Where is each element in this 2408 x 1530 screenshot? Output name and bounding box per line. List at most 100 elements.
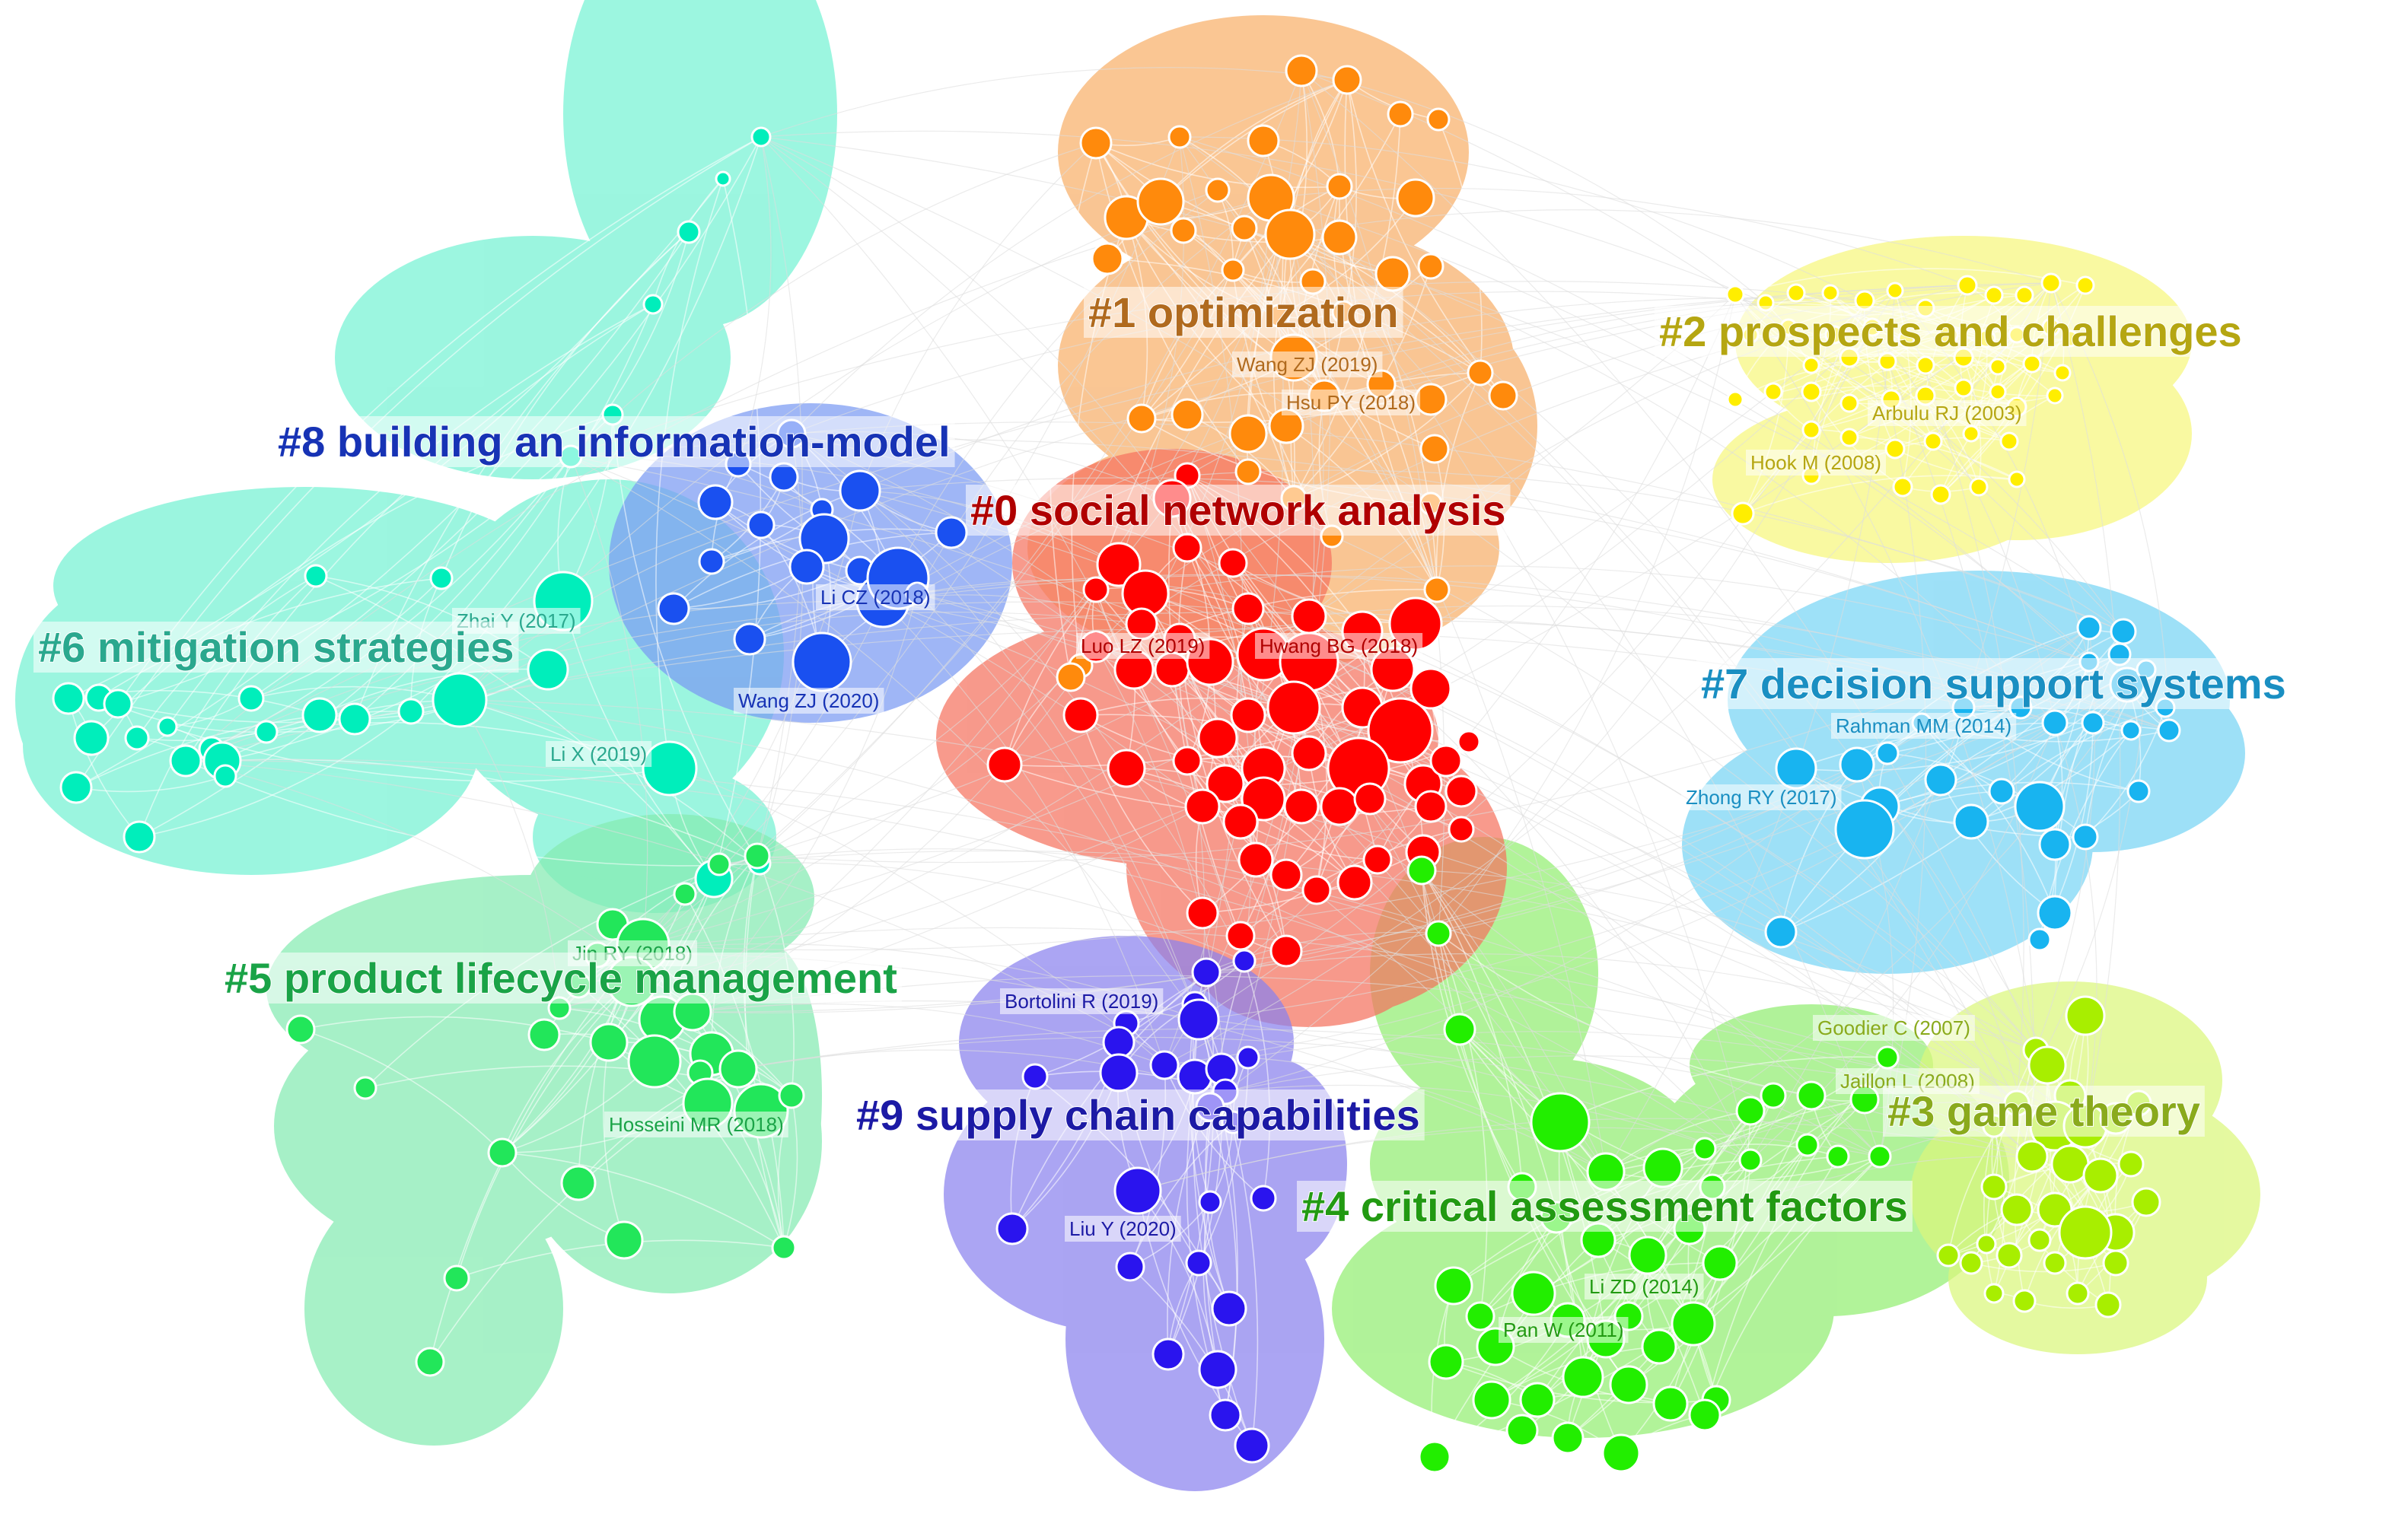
reference-node-c6[interactable] <box>59 771 93 804</box>
reference-node-c1[interactable] <box>1285 54 1318 87</box>
reference-node-c4[interactable] <box>1702 1245 1738 1281</box>
reference-node-c1[interactable] <box>1170 217 1197 244</box>
reference-node-c4[interactable] <box>1551 1421 1585 1455</box>
reference-node-c0[interactable] <box>986 746 1023 783</box>
reference-node-c5[interactable] <box>627 1034 682 1089</box>
reference-node-c3[interactable] <box>2058 1205 2113 1260</box>
reference-node-c1[interactable] <box>1205 177 1231 203</box>
reference-node-c6[interactable] <box>304 564 328 588</box>
reference-node-c2[interactable] <box>1726 390 1744 409</box>
reference-node-c1[interactable] <box>1423 576 1451 603</box>
reference-node-c2[interactable] <box>2015 285 2034 305</box>
reference-node-c4[interactable] <box>1868 1144 1892 1169</box>
reference-node-c2[interactable] <box>2022 354 2042 374</box>
reference-node-c4[interactable] <box>1875 1045 1900 1070</box>
reference-node-c2[interactable] <box>1969 477 1989 497</box>
reference-node-c3[interactable] <box>1996 1242 2023 1269</box>
reference-node-c6[interactable] <box>169 744 202 778</box>
reference-node-c4[interactable] <box>1434 1266 1473 1306</box>
reference-node-c5[interactable] <box>718 1049 758 1089</box>
reference-node-c9[interactable] <box>1211 1290 1247 1327</box>
reference-node-c0[interactable] <box>1062 697 1099 733</box>
reference-node-c2[interactable] <box>1892 476 1913 498</box>
reference-node-c0[interactable] <box>1301 875 1332 905</box>
reference-node-c0[interactable] <box>1082 576 1110 603</box>
reference-node-c9[interactable] <box>1149 1050 1180 1080</box>
reference-node-c7[interactable] <box>2041 709 2069 736</box>
reference-node-c0[interactable] <box>1218 548 1248 578</box>
reference-node-c1[interactable] <box>1247 124 1280 157</box>
reference-node-c8[interactable] <box>698 548 725 575</box>
reference-node-c8[interactable] <box>935 516 968 549</box>
reference-node-c1[interactable] <box>1264 208 1316 260</box>
reference-node-c3[interactable] <box>2066 1281 2090 1306</box>
reference-node-c4[interactable] <box>1652 1385 1689 1422</box>
reference-node-c6[interactable] <box>715 170 731 187</box>
reference-node-c6[interactable] <box>642 740 698 797</box>
reference-node-c5[interactable] <box>353 1076 377 1100</box>
reference-node-c9[interactable] <box>1250 1185 1277 1212</box>
reference-node-c1[interactable] <box>1221 258 1245 282</box>
reference-node-c7[interactable] <box>2110 618 2137 645</box>
reference-node-c7[interactable] <box>1834 799 1895 860</box>
reference-node-c2[interactable] <box>1884 438 1906 460</box>
reference-node-c4[interactable] <box>1443 1013 1476 1046</box>
reference-node-c4[interactable] <box>1795 1133 1820 1157</box>
reference-node-c4[interactable] <box>1735 1096 1766 1126</box>
reference-node-c5[interactable] <box>285 1014 316 1045</box>
reference-node-c8[interactable] <box>697 484 734 520</box>
reference-node-c2[interactable] <box>1923 431 1943 451</box>
reference-node-c5[interactable] <box>487 1137 518 1168</box>
reference-node-c2[interactable] <box>1839 428 1859 447</box>
reference-node-c9[interactable] <box>1185 1249 1212 1277</box>
reference-node-c3[interactable] <box>1976 1233 1997 1255</box>
reference-node-c5[interactable] <box>604 1220 644 1260</box>
reference-node-c7[interactable] <box>2081 711 2105 735</box>
reference-node-c9[interactable] <box>1021 1063 1049 1090</box>
reference-node-c9[interactable] <box>1102 1026 1136 1059</box>
reference-node-c3[interactable] <box>2027 1228 2052 1252</box>
reference-node-c9[interactable] <box>1113 1166 1162 1215</box>
reference-node-c6[interactable] <box>338 702 371 736</box>
reference-node-c4[interactable] <box>1601 1433 1641 1473</box>
reference-node-c6[interactable] <box>213 764 237 788</box>
reference-node-c1[interactable] <box>1467 359 1494 386</box>
reference-node-c4[interactable] <box>1628 1236 1667 1275</box>
reference-node-c0[interactable] <box>1222 803 1259 840</box>
reference-node-c7[interactable] <box>2076 615 2102 641</box>
reference-node-c2[interactable] <box>1802 356 1820 374</box>
reference-node-c2[interactable] <box>2008 470 2026 488</box>
reference-node-c0[interactable] <box>1197 717 1238 759</box>
reference-node-c3[interactable] <box>2082 1157 2119 1194</box>
reference-node-c1[interactable] <box>1091 242 1124 275</box>
reference-node-c6[interactable] <box>254 720 279 744</box>
reference-node-c4[interactable] <box>1609 1365 1648 1404</box>
reference-node-c4[interactable] <box>1641 1328 1677 1365</box>
reference-node-c9[interactable] <box>1177 998 1220 1041</box>
reference-node-c4[interactable] <box>1505 1414 1539 1447</box>
reference-node-c5[interactable] <box>527 1018 561 1051</box>
reference-node-c9[interactable] <box>995 1212 1029 1245</box>
reference-node-c2[interactable] <box>1916 355 1935 375</box>
reference-node-c4[interactable] <box>1693 1137 1717 1161</box>
reference-node-c2[interactable] <box>1839 393 1859 413</box>
reference-node-c9[interactable] <box>1151 1338 1185 1371</box>
reference-node-c8[interactable] <box>788 549 825 585</box>
reference-node-c4[interactable] <box>1418 1440 1451 1474</box>
reference-node-c1[interactable] <box>1079 126 1113 160</box>
reference-node-c7[interactable] <box>2120 720 2142 741</box>
reference-node-c7[interactable] <box>2157 718 2181 743</box>
reference-node-c0[interactable] <box>1172 746 1202 776</box>
reference-node-c2[interactable] <box>1962 425 1980 443</box>
reference-node-c9[interactable] <box>1232 949 1257 973</box>
reference-node-c7[interactable] <box>1775 747 1817 790</box>
reference-node-c0[interactable] <box>1448 816 1475 843</box>
reference-node-c0[interactable] <box>1429 744 1463 778</box>
reference-node-c0[interactable] <box>1231 592 1265 625</box>
reference-node-c2[interactable] <box>1989 358 2007 376</box>
reference-node-c2[interactable] <box>1999 431 2019 451</box>
reference-node-c5[interactable] <box>443 1264 470 1292</box>
reference-node-c6[interactable] <box>527 648 569 691</box>
reference-node-c4[interactable] <box>1465 1301 1495 1331</box>
reference-node-c0[interactable] <box>1096 542 1142 587</box>
